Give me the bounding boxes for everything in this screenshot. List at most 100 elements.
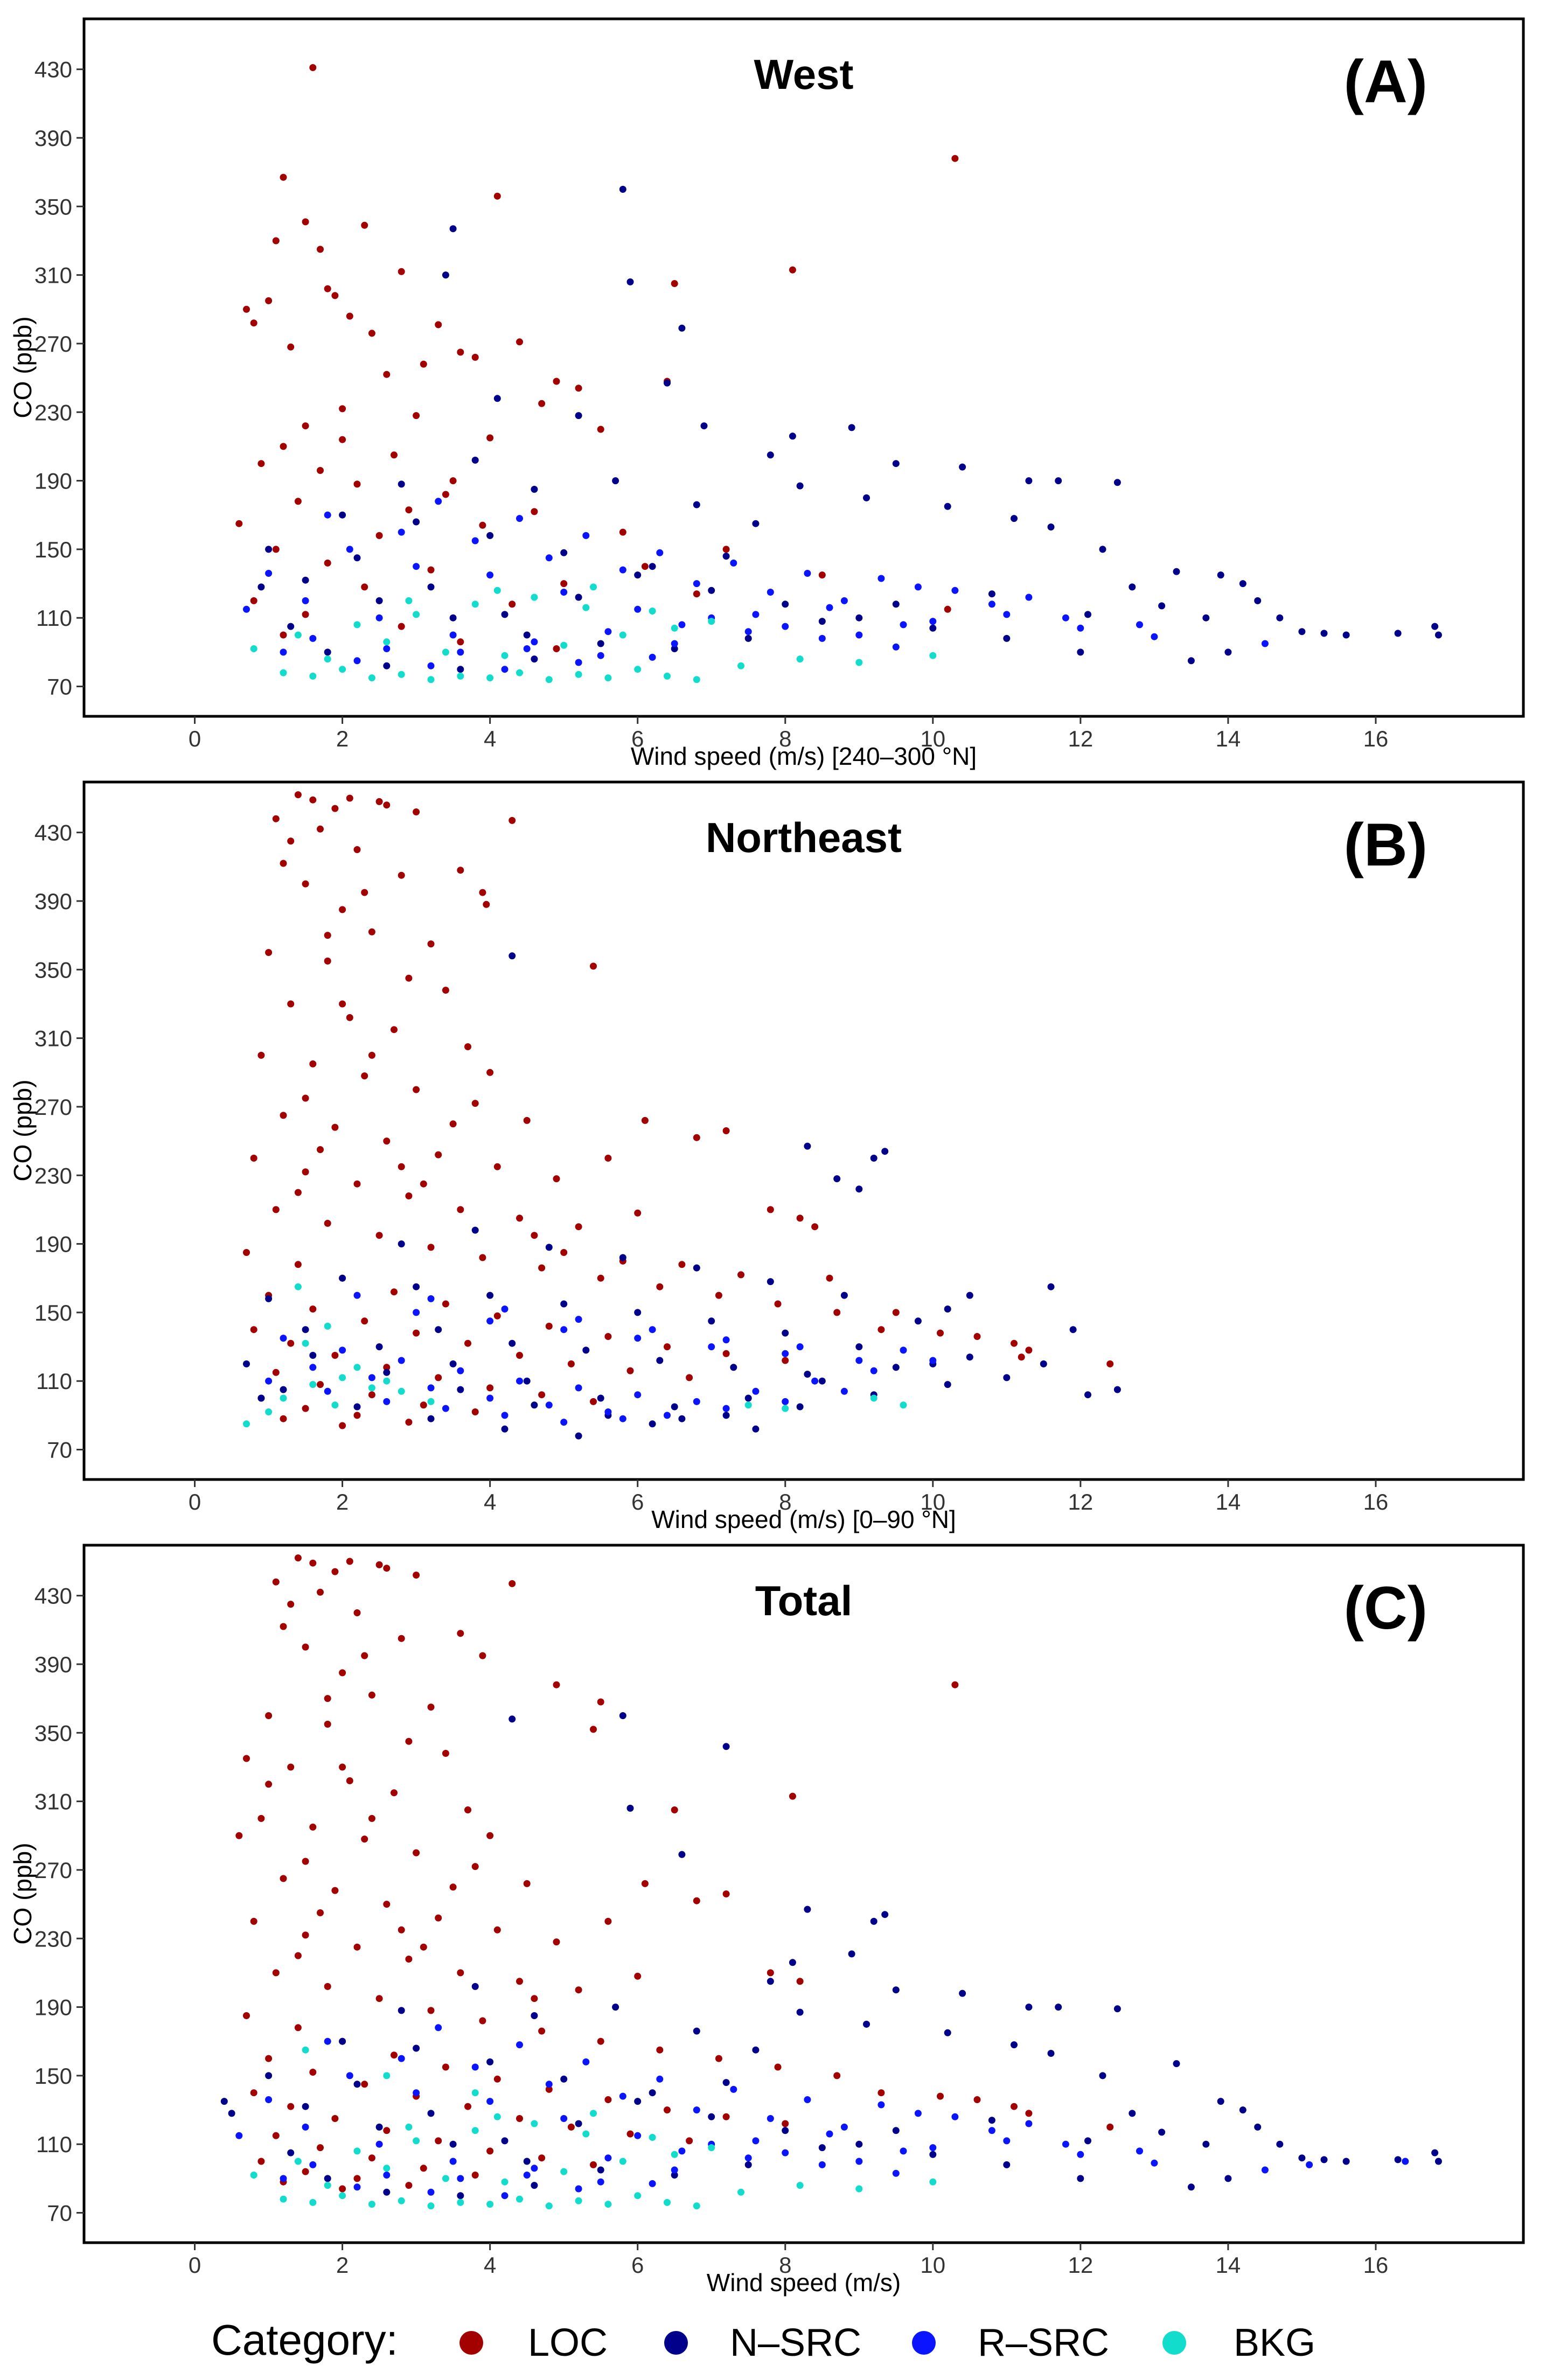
point-loc: [309, 64, 317, 71]
point-bkg: [471, 601, 479, 608]
point-loc: [331, 805, 339, 812]
point-r-src: [457, 1367, 464, 1374]
point-r-src: [693, 580, 700, 588]
point-loc: [331, 1352, 339, 1359]
point-loc: [302, 1643, 309, 1651]
point-loc: [398, 268, 405, 275]
x-tick-label: 6: [631, 1489, 644, 1514]
y-tick-label: 190: [34, 1995, 72, 2020]
point-r-src: [1062, 614, 1069, 622]
point-loc: [634, 1209, 642, 1217]
point-r-src: [878, 2101, 885, 2109]
point-r-src: [383, 2172, 391, 2179]
point-r-src: [604, 628, 612, 636]
point-n-src: [678, 324, 686, 332]
point-r-src: [656, 2075, 664, 2083]
point-n-src: [1342, 2158, 1350, 2165]
point-loc: [272, 1969, 280, 1977]
point-loc: [427, 940, 435, 948]
point-loc: [774, 2063, 782, 2071]
point-r-src: [427, 1295, 435, 1302]
point-n-src: [1040, 1360, 1047, 1367]
point-n-src: [523, 2158, 531, 2165]
x-tick-label: 4: [484, 2252, 496, 2278]
legend-label-loc: LOC: [528, 2321, 608, 2364]
point-loc: [486, 1069, 494, 1076]
point-n-src: [789, 1959, 796, 1966]
point-n-src: [782, 2127, 789, 2134]
point-r-src: [811, 1377, 819, 1385]
point-n-src: [501, 1425, 509, 1433]
point-n-src: [634, 1309, 642, 1316]
point-r-src: [265, 570, 273, 577]
point-loc: [553, 645, 560, 652]
point-r-src: [235, 2132, 243, 2139]
point-n-src: [892, 1364, 900, 1371]
point-r-src: [649, 2180, 656, 2187]
point-n-src: [220, 2098, 228, 2105]
point-loc: [317, 825, 324, 833]
y-tick-label: 430: [34, 1583, 72, 1609]
point-bkg: [545, 2202, 553, 2210]
point-loc: [516, 1352, 523, 1359]
legend-marker-r-src: [912, 2331, 936, 2355]
point-loc: [317, 246, 324, 253]
point-n-src: [1434, 2158, 1442, 2165]
point-loc: [774, 1300, 782, 1308]
point-n-src: [752, 1425, 760, 1433]
point-n-src: [1003, 1374, 1011, 1381]
point-loc: [324, 932, 331, 939]
point-bkg: [442, 648, 449, 656]
point-n-src: [914, 1317, 922, 1325]
point-r-src: [442, 1405, 449, 1412]
point-n-src: [678, 1415, 686, 1422]
point-loc: [516, 2115, 523, 2122]
point-n-src: [1047, 2050, 1055, 2057]
point-r-src: [914, 583, 922, 591]
point-loc: [287, 2103, 295, 2110]
y-tick-label: 350: [34, 1720, 72, 1746]
point-n-src: [597, 2166, 604, 2174]
point-bkg: [353, 1364, 361, 1371]
point-loc: [324, 1983, 331, 1990]
point-bkg: [634, 666, 642, 673]
point-loc: [353, 846, 361, 853]
point-loc: [449, 1120, 457, 1128]
point-r-src: [782, 1350, 789, 1357]
point-r-src: [560, 589, 568, 596]
point-r-src: [730, 2085, 737, 2093]
point-r-src: [375, 614, 383, 622]
point-loc: [353, 1609, 361, 1616]
x-axis-ticks: 0 2 4 6 8 10 12 14 16: [189, 2243, 1388, 2278]
point-loc: [789, 1792, 796, 1800]
point-loc: [427, 566, 435, 574]
point-loc: [782, 2120, 789, 2127]
point-loc: [391, 1026, 398, 1034]
point-r-src: [767, 589, 774, 596]
point-loc: [626, 2130, 634, 2138]
point-n-src: [863, 494, 870, 501]
point-r-src: [575, 1384, 582, 1392]
point-loc: [789, 266, 796, 274]
point-r-src: [1077, 2151, 1084, 2158]
point-n-src: [612, 477, 619, 485]
point-r-src: [346, 546, 353, 553]
point-r-src: [892, 643, 900, 651]
point-r-src: [516, 515, 523, 522]
point-loc: [427, 2007, 435, 2014]
point-n-src: [353, 2081, 361, 2088]
point-n-src: [855, 614, 863, 622]
point-loc: [368, 1051, 375, 1059]
point-r-src: [471, 2063, 479, 2071]
point-r-src: [324, 511, 331, 519]
point-loc: [951, 155, 959, 162]
point-r-src: [265, 1377, 273, 1385]
point-n-src: [1431, 623, 1439, 630]
point-bkg: [671, 624, 678, 632]
point-loc: [413, 808, 420, 815]
point-loc: [413, 1086, 420, 1093]
point-n-src: [1224, 2175, 1232, 2182]
point-loc: [265, 1781, 273, 1788]
point-n-src: [531, 655, 538, 663]
point-n-src: [1394, 2156, 1402, 2163]
